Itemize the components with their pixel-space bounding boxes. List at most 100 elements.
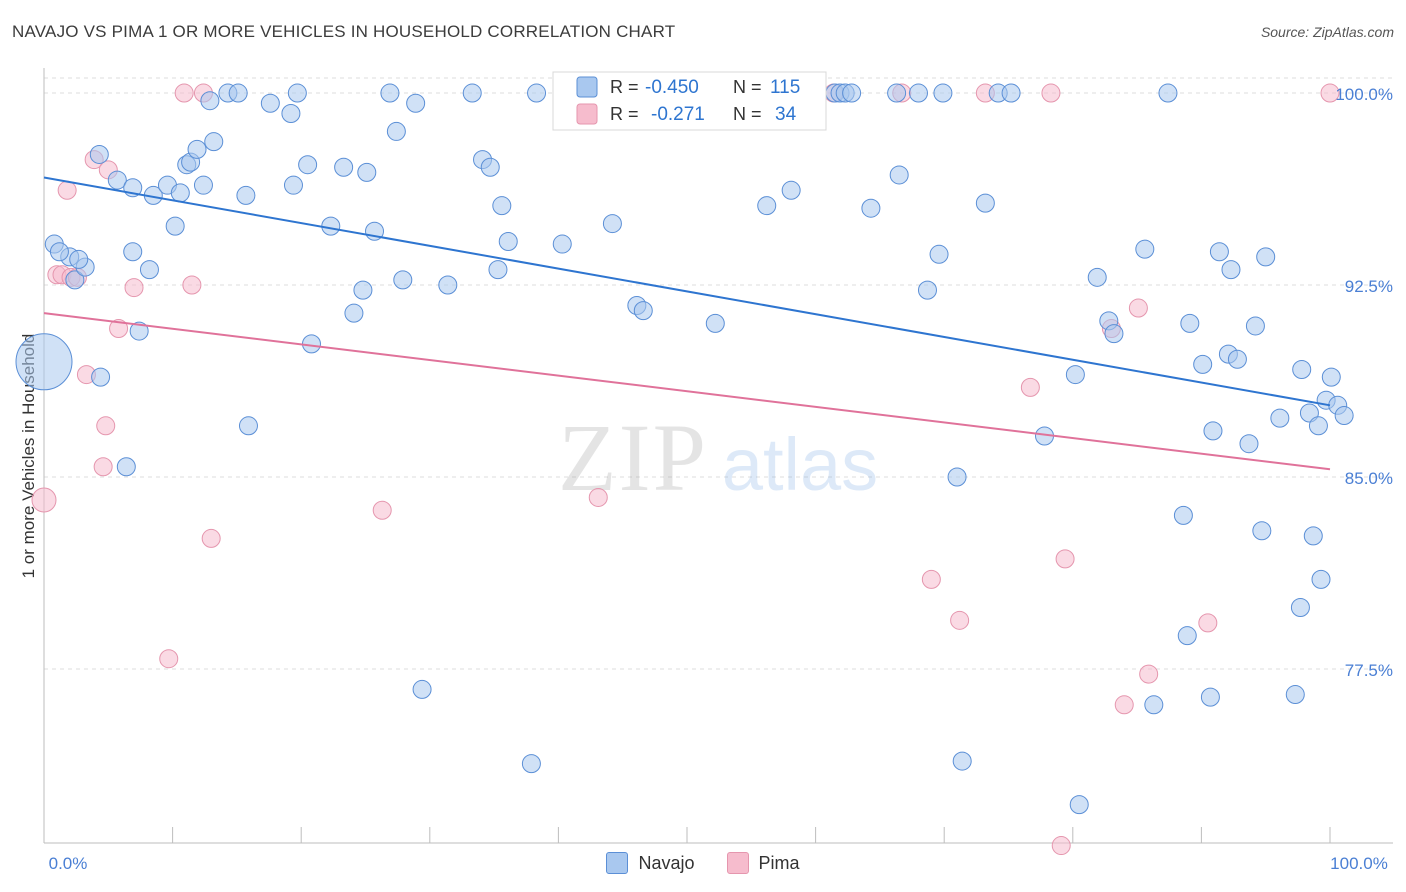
chart-title: NAVAJO VS PIMA 1 OR MORE VEHICLES IN HOU…	[12, 22, 676, 41]
navajo-point	[1001, 83, 1021, 103]
pima-point	[1055, 549, 1075, 569]
navajo-point	[705, 313, 725, 333]
navajo-r-label: R =	[610, 77, 639, 97]
trend-lines	[43, 176, 1331, 471]
navajo-point	[908, 83, 928, 103]
pima-point	[1041, 83, 1061, 103]
navajo-point	[781, 180, 801, 200]
y-tick-label: 85.0%	[1345, 469, 1393, 488]
navajo-point	[498, 231, 518, 251]
navajo-point	[1087, 267, 1107, 287]
navajo-point	[412, 679, 432, 699]
y-tick-label: 77.5%	[1345, 661, 1393, 680]
series-legend: Navajo Pima	[0, 852, 1406, 874]
navajo-point	[887, 83, 907, 103]
navajo-point	[357, 162, 377, 182]
navajo-point	[602, 214, 622, 234]
y-tick-label: 92.5%	[1345, 277, 1393, 296]
pima-point	[57, 180, 77, 200]
navajo-point	[521, 754, 541, 774]
navajo-point	[165, 216, 185, 236]
navajo-legend-swatch	[576, 76, 598, 98]
pima-point	[1198, 613, 1218, 633]
legend-item-pima[interactable]: Pima	[726, 852, 800, 874]
pima-point	[124, 278, 144, 298]
navajo-point	[1321, 367, 1341, 387]
navajo-point	[193, 175, 213, 195]
navajo-point	[228, 83, 248, 103]
pima-point	[201, 528, 221, 548]
navajo-point	[1069, 795, 1089, 815]
navajo-point	[1203, 421, 1223, 441]
pima-point	[588, 487, 608, 507]
legend-item-navajo[interactable]: Navajo	[606, 852, 695, 874]
pima-point	[1114, 695, 1134, 715]
y-tick-label: 100.0%	[1335, 85, 1393, 104]
watermark: ZIP atlas	[558, 404, 878, 511]
pima-point	[109, 319, 129, 339]
navajo-point	[1209, 242, 1229, 262]
pima-point	[31, 487, 57, 513]
legend-label-pima: Pima	[758, 852, 800, 873]
navajo-point	[1173, 505, 1193, 525]
correlation-legend-box: R = -0.450 N = 115 R = -0.271 N = 34	[552, 71, 827, 131]
navajo-r-value: -0.450	[645, 77, 699, 98]
pima-point	[96, 416, 116, 436]
navajo-swatch	[606, 852, 629, 874]
pima-r-value: -0.271	[651, 104, 705, 125]
navajo-point	[488, 260, 508, 280]
navajo-point	[975, 193, 995, 213]
navajo-point	[49, 242, 69, 262]
pima-trend-line	[43, 312, 1331, 471]
pima-point	[1051, 836, 1071, 856]
navajo-point	[1200, 687, 1220, 707]
navajo-point	[1221, 260, 1241, 280]
navajo-point	[15, 333, 73, 391]
navajo-point	[89, 144, 109, 164]
navajo-point	[1256, 247, 1276, 267]
navajo-point	[129, 321, 149, 341]
navajo-point	[298, 155, 318, 175]
navajo-point	[462, 83, 482, 103]
navajo-point	[1270, 408, 1290, 428]
navajo-point	[1285, 685, 1305, 705]
pima-point	[950, 610, 970, 630]
navajo-point	[200, 91, 220, 111]
pima-n-value: 34	[775, 104, 797, 125]
navajo-point	[633, 301, 653, 321]
navajo-n-value: 115	[770, 77, 800, 98]
x-tick-labels: 0.0% 100.0%	[49, 854, 1388, 873]
navajo-point	[1177, 626, 1197, 646]
navajo-trend-line	[43, 176, 1331, 407]
pima-point	[372, 500, 392, 520]
navajo-point	[1290, 598, 1310, 618]
navajo-point	[952, 751, 972, 771]
navajo-point	[91, 367, 111, 387]
navajo-point	[187, 139, 207, 159]
navajo-point	[287, 83, 307, 103]
navajo-point	[123, 242, 143, 262]
navajo-point	[527, 83, 547, 103]
navajo-point	[1065, 365, 1085, 385]
navajo-point	[757, 196, 777, 216]
navajo-point	[1292, 359, 1312, 379]
navajo-point	[552, 234, 572, 254]
navajo-point	[393, 270, 413, 290]
navajo-point	[1311, 569, 1331, 589]
pima-point	[1139, 664, 1159, 684]
navajo-point	[438, 275, 458, 295]
navajo-point	[1104, 324, 1124, 344]
navajo-point	[1180, 313, 1200, 333]
navajo-point	[139, 260, 159, 280]
pima-legend-swatch	[576, 103, 598, 125]
navajo-point	[842, 83, 862, 103]
navajo-point	[929, 244, 949, 264]
pima-r-label: R =	[610, 104, 639, 124]
navajo-point	[353, 280, 373, 300]
navajo-point	[917, 280, 937, 300]
pima-point	[159, 649, 179, 669]
navajo-point	[889, 165, 909, 185]
navajo-point	[65, 270, 85, 290]
navajo-point	[1308, 416, 1328, 436]
